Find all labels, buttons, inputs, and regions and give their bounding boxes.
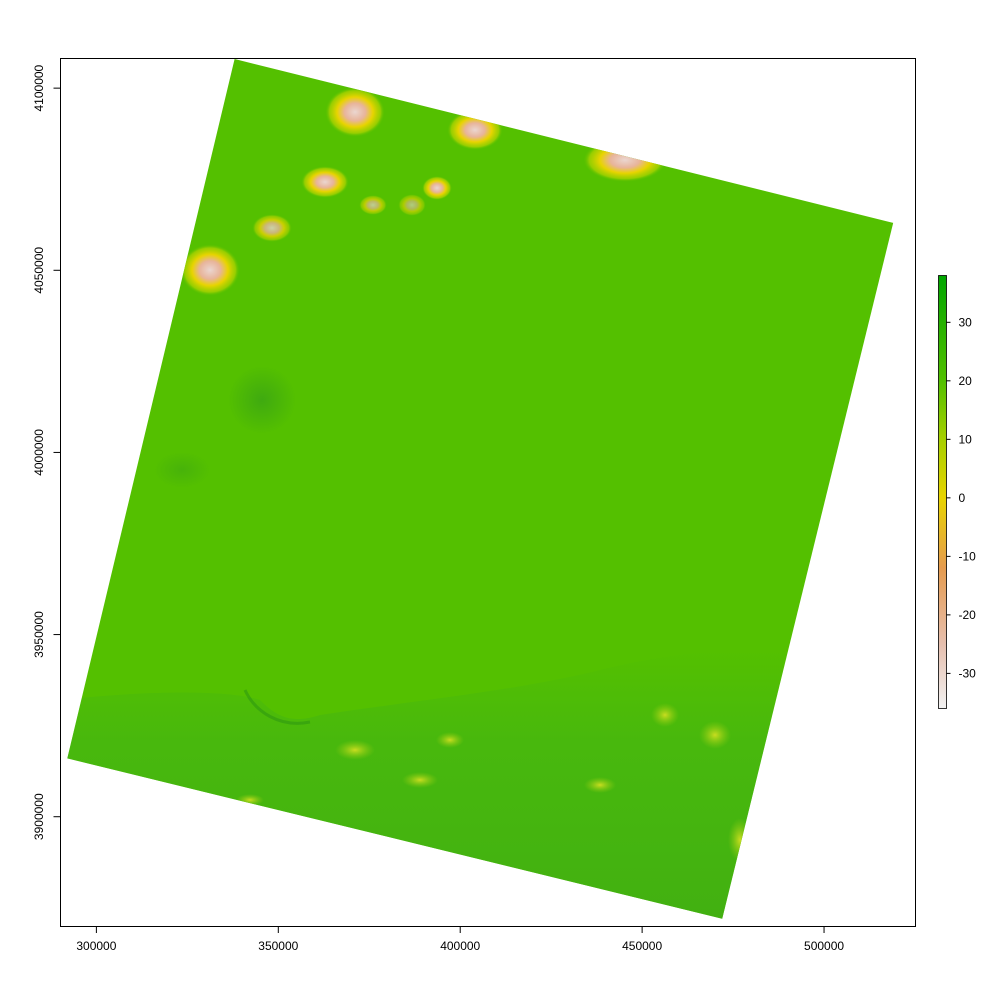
legend-tick-label: -10 — [959, 549, 977, 563]
plot-frame — [60, 58, 916, 927]
y-tick-label: 3900000 — [32, 793, 46, 840]
legend-tick-label: 10 — [959, 432, 973, 446]
y-tick-label: 3950000 — [32, 611, 46, 658]
legend-tick-label: 20 — [959, 374, 973, 388]
legend-tick-label: 30 — [959, 315, 973, 329]
y-axis: 3900000 3950000 4000000 4050000 4100000 — [32, 64, 61, 840]
legend-tick-label: -20 — [959, 608, 977, 622]
x-axis: 300000 350000 400000 450000 500000 — [76, 926, 844, 953]
legend-colorbar — [938, 275, 947, 709]
y-tick-label: 4000000 — [32, 429, 46, 476]
x-tick-label: 350000 — [258, 939, 298, 953]
color-legend: 30 20 10 0 -10 -20 -30 — [938, 275, 977, 709]
legend-tick-label: 0 — [959, 491, 966, 505]
legend-tick-label: -30 — [959, 666, 977, 680]
x-tick-label: 450000 — [622, 939, 662, 953]
x-tick-label: 400000 — [440, 939, 480, 953]
x-tick-label: 500000 — [804, 939, 844, 953]
legend-ticks: 30 20 10 0 -10 -20 -30 — [946, 315, 977, 680]
y-tick-label: 4050000 — [32, 247, 46, 294]
y-tick-label: 4100000 — [32, 64, 46, 111]
x-tick-label: 300000 — [76, 939, 116, 953]
